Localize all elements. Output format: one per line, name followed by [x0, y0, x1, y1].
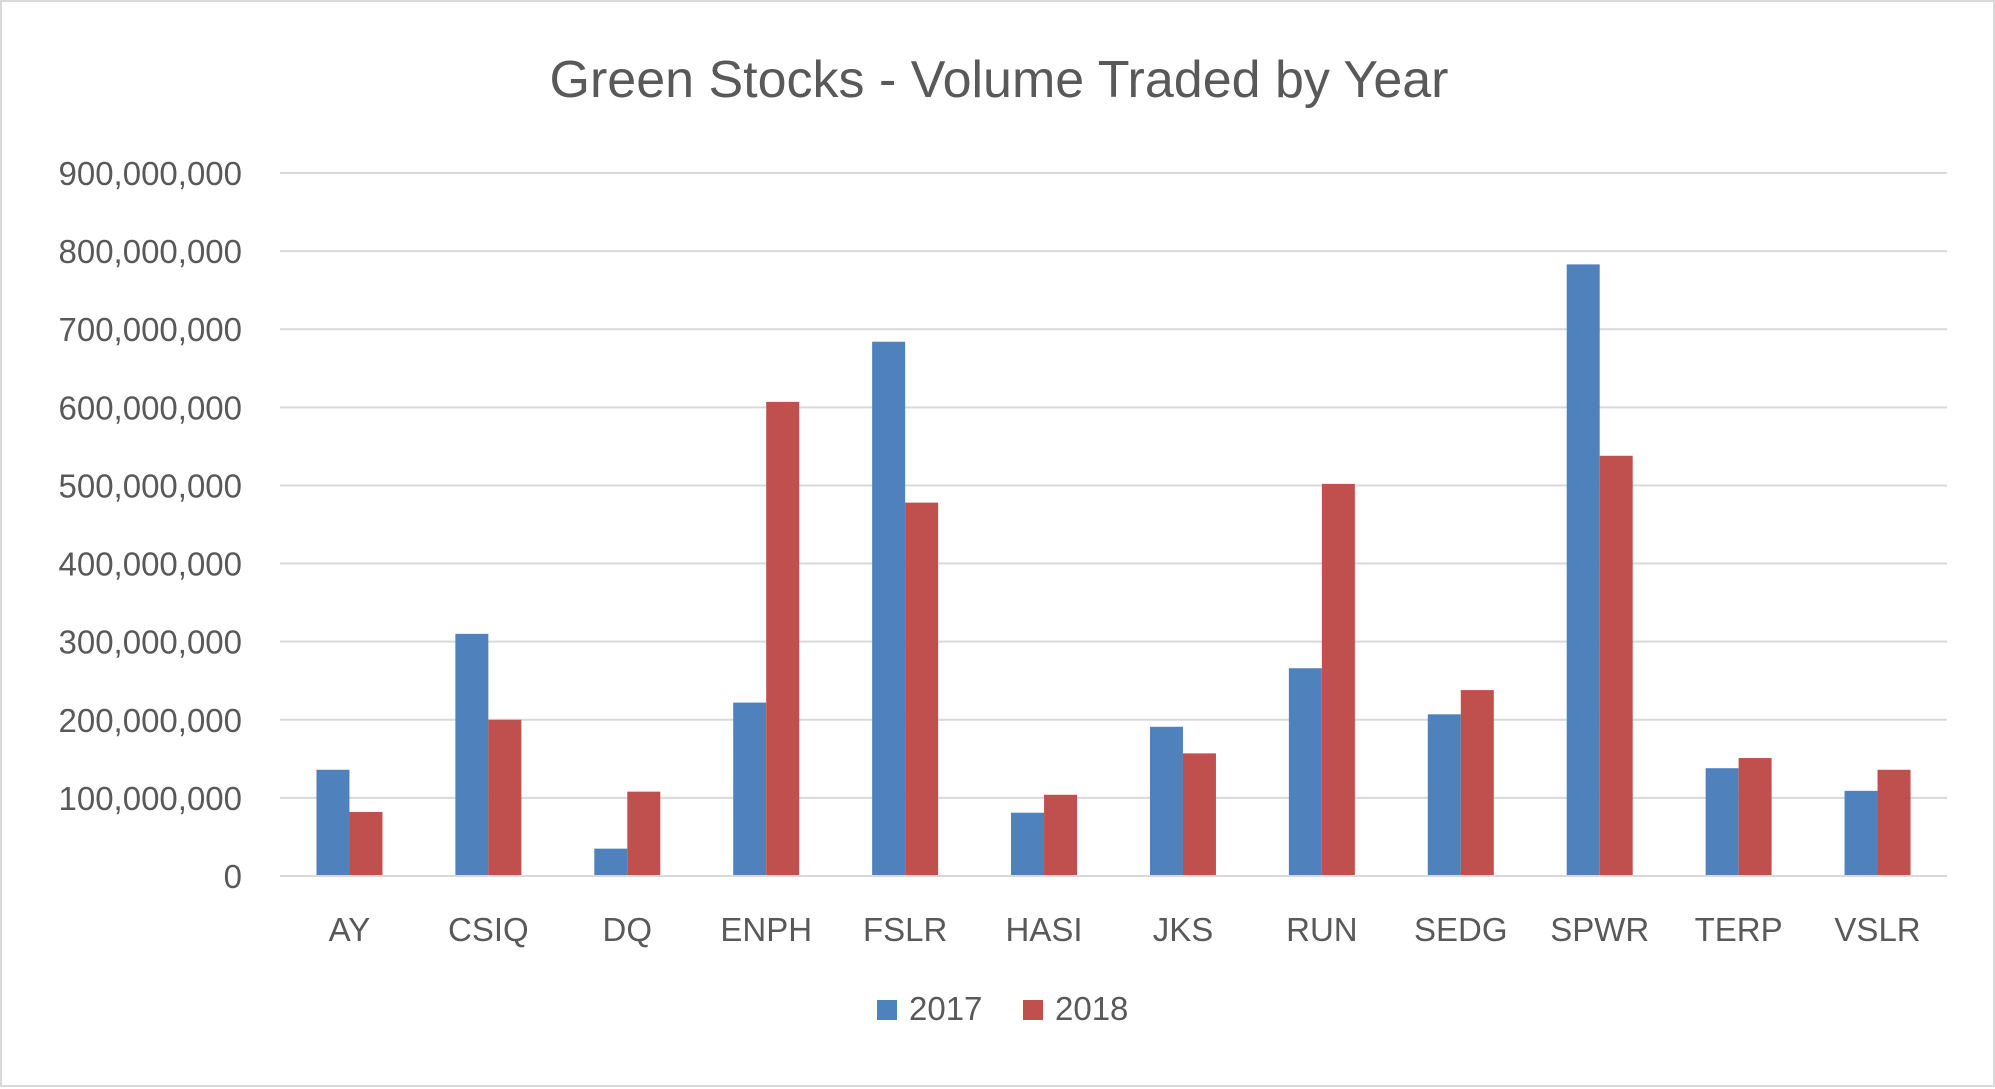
bar-2017-VSLR — [1844, 790, 1878, 876]
bar-2018-TERP — [1738, 758, 1772, 876]
gridlines — [280, 172, 1947, 799]
legend-label: 2018 — [1055, 990, 1128, 1027]
bar-2018-AY — [349, 811, 383, 876]
bar-2018-RUN — [1321, 483, 1355, 876]
bar-2017-DQ — [594, 848, 628, 876]
bar-2018-DQ — [627, 791, 661, 876]
legend-swatch-2018 — [1023, 1000, 1043, 1020]
bar-2017-JKS — [1149, 726, 1183, 876]
bar-2018-ENPH — [766, 401, 800, 876]
bar-2017-FSLR — [872, 341, 906, 877]
x-tick-label: TERP — [1695, 911, 1783, 948]
bar-2018-VSLR — [1877, 769, 1911, 876]
y-tick-label: 600,000,000 — [58, 389, 242, 426]
bar-2018-SPWR — [1599, 455, 1633, 876]
bar-2017-TERP — [1705, 768, 1739, 876]
y-tick-label: 200,000,000 — [58, 702, 242, 739]
x-tick-label: DQ — [603, 911, 653, 948]
y-tick-label: 800,000,000 — [58, 233, 242, 270]
bar-2017-RUN — [1288, 668, 1322, 876]
bar-2017-SEDG — [1427, 714, 1461, 876]
x-tick-label: SEDG — [1414, 911, 1508, 948]
y-axis-tick-labels: 0 100,000,000 200,000,000 300,000,000 400,00… — [58, 155, 242, 895]
x-tick-label: JKS — [1153, 911, 1214, 948]
bar-2018-CSIQ — [488, 719, 522, 876]
y-tick-label: 500,000,000 — [58, 467, 242, 504]
x-tick-label: SPWR — [1550, 911, 1649, 948]
x-axis-tick-labels: AY CSIQ DQ ENPH FSLR HASI JKS RUN SEDG SPWR TERP VS… — [329, 911, 1921, 948]
y-tick-label: 900,000,000 — [58, 155, 242, 192]
bar-2018-JKS — [1182, 753, 1216, 876]
bar-2017-HASI — [1011, 812, 1045, 876]
bar-2018-HASI — [1044, 794, 1078, 876]
bars — [316, 264, 1911, 877]
x-tick-label: AY — [329, 911, 371, 948]
bar-2017-AY — [316, 769, 350, 876]
legend-swatch-2017 — [877, 1000, 897, 1020]
bar-2018-FSLR — [905, 502, 939, 876]
y-tick-label: 700,000,000 — [58, 311, 242, 348]
y-tick-label: 300,000,000 — [58, 624, 242, 661]
x-tick-label: HASI — [1006, 911, 1083, 948]
bar-2017-SPWR — [1566, 264, 1600, 876]
x-tick-label: CSIQ — [448, 911, 529, 948]
y-tick-label: 0 — [224, 858, 242, 895]
y-tick-label: 400,000,000 — [58, 546, 242, 583]
x-tick-label: ENPH — [720, 911, 812, 948]
y-tick-label: 100,000,000 — [58, 780, 242, 817]
bar-2017-CSIQ — [455, 633, 489, 876]
x-tick-label: VSLR — [1834, 911, 1920, 948]
bar-2018-SEDG — [1460, 690, 1494, 876]
legend-label: 2017 — [909, 990, 982, 1027]
x-tick-label: FSLR — [863, 911, 947, 948]
chart-title: Green Stocks - Volume Traded by Year — [550, 51, 1449, 109]
x-tick-label: RUN — [1286, 911, 1358, 948]
legend: 2017 2018 — [877, 990, 1128, 1027]
bar-2017-ENPH — [733, 702, 767, 876]
